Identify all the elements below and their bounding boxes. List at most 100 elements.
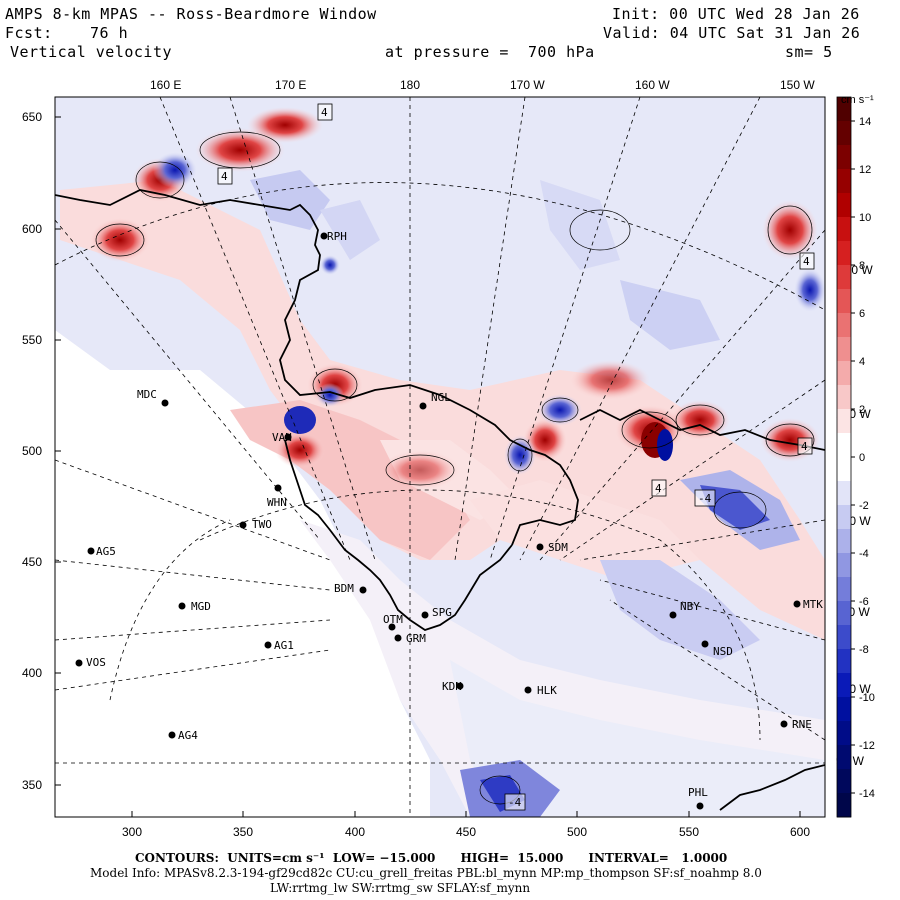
station-label-otm: OTM	[383, 613, 403, 626]
x-tick-label: 350	[233, 825, 253, 839]
colorbar-swatch	[837, 409, 851, 434]
colorbar-label: -14	[859, 788, 875, 800]
field-name: Vertical velocity	[10, 43, 173, 61]
y-tick-label: 650	[22, 110, 42, 124]
station-labels: MDC NGL WHN TWO SDM AG5 BDM MGD NBY MTK OTM SPG GRM A…	[86, 230, 823, 799]
colorbar-units: cm s⁻¹	[841, 94, 874, 106]
station-label-sdm: SDM	[548, 541, 568, 554]
extremum-label: -4	[698, 492, 712, 505]
longitude-label: 160 E	[150, 78, 181, 92]
colorbar-label: 2	[859, 404, 865, 416]
colorbar-swatch	[837, 529, 851, 554]
colorbar-swatch	[837, 241, 851, 266]
colorbar-label: 0	[859, 452, 865, 464]
y-axis-ticks: 650 600 550 500 450 400 350	[22, 110, 61, 792]
colorbar-swatch	[837, 505, 851, 530]
pressure-level: at pressure = 700 hPa	[385, 43, 595, 61]
station-label-phl: PHL	[688, 786, 708, 799]
colorbar-swatch	[837, 289, 851, 314]
station-label-van: VAN	[272, 431, 292, 444]
contour-info: CONTOURS: UNITS=cm s⁻¹ LOW= −15.000 HIGH…	[135, 851, 728, 865]
colorbar-label: -8	[859, 644, 869, 656]
colorbar-swatch	[837, 601, 851, 626]
init-time: Init: 00 UTC Wed 28 Jan 26	[612, 5, 860, 23]
station-label-spg: SPG	[432, 606, 452, 619]
forecast-label: Fcst:	[5, 24, 53, 42]
smoothing: sm= 5	[785, 43, 833, 61]
station-label-ag5: AG5	[96, 545, 116, 558]
x-tick-label: 600	[790, 825, 810, 839]
colorbar-swatch	[837, 433, 851, 458]
colorbar-label: -2	[859, 500, 869, 512]
colorbar-label: -4	[859, 548, 869, 560]
station-label-whn: WHN	[267, 496, 287, 509]
colorbar-swatch	[837, 361, 851, 386]
longitude-label: 160 W	[635, 78, 670, 92]
extremum-label: 4	[801, 440, 808, 453]
colorbar-swatch	[837, 121, 851, 146]
station-label-nsd: NSD	[713, 645, 733, 658]
y-tick-label: 550	[22, 333, 42, 347]
colorbar-swatch	[837, 577, 851, 602]
colorbar-label: 8	[859, 260, 865, 272]
x-tick-label: 400	[345, 825, 365, 839]
longitude-label: 170 W	[510, 78, 545, 92]
y-tick-label: 450	[22, 555, 42, 569]
station-label-kdn: KDN	[442, 680, 462, 693]
extremum-label: 4	[803, 255, 810, 268]
colorbar-swatch	[837, 769, 851, 794]
colorbar-swatch	[837, 553, 851, 578]
station-label-two: TWO	[252, 518, 272, 531]
x-tick-label: 450	[456, 825, 476, 839]
colorbar-swatch	[837, 97, 851, 122]
colorbar-swatch	[837, 169, 851, 194]
extremum-label: 4	[221, 170, 228, 183]
x-tick-label: 300	[122, 825, 142, 839]
colorbar-swatch	[837, 337, 851, 362]
colorbar-label: -6	[859, 596, 869, 608]
colorbar-swatch	[837, 313, 851, 338]
colorbar-label: -10	[859, 692, 875, 704]
extremum-box	[217, 167, 233, 185]
colorbar-swatch	[837, 745, 851, 770]
extremum-markers: 4 4 4 4 4 -4 -4	[217, 103, 815, 811]
valid-time: Valid: 04 UTC Sat 31 Jan 26	[603, 24, 861, 42]
station-label-vos: VOS	[86, 656, 106, 669]
plot-title: AMPS 8-km MPAS -- Ross-Beardmore Window	[5, 5, 377, 23]
colorbar: 14 12 10 8 6 4 2 0 -2 -4 -6 -8 -10 -12 -14	[836, 96, 875, 818]
station-label-nby: NBY	[680, 600, 700, 613]
extremum-label: 4	[655, 482, 662, 495]
colorbar-label: 12	[859, 164, 871, 176]
extremum-box	[504, 793, 526, 811]
colorbar-swatch	[837, 721, 851, 746]
y-tick-label: 500	[22, 444, 42, 458]
colorbar-swatch	[837, 265, 851, 290]
y-tick-label: 600	[22, 222, 42, 236]
station-label-mdc: MDC	[137, 388, 157, 401]
colorbar-swatch	[837, 793, 851, 818]
physics-info: LW:rrtmg_lw SW:rrtmg_sw SFLAY:sf_mynn	[270, 881, 531, 895]
station-label-rne: RNE	[792, 718, 812, 731]
forecast-hours: 76 h	[90, 24, 129, 42]
extremum-box	[317, 103, 333, 121]
x-axis-ticks: 300 350 400 450 500 550 600	[122, 811, 810, 839]
colorbar-swatch	[837, 457, 851, 482]
colorbar-label: -12	[859, 740, 875, 752]
extremum-box	[799, 252, 815, 270]
colorbar-swatch	[837, 481, 851, 506]
station-label-ngl: NGL	[431, 391, 451, 404]
model-info: Model Info: MPASv8.2.3-194-gf29cd82c CU:…	[90, 866, 762, 880]
station-label-ag4: AG4	[178, 729, 198, 742]
extremum-label: -4	[508, 796, 522, 809]
station-label-mgd: MGD	[191, 600, 211, 613]
extremum-box	[797, 437, 813, 455]
colorbar-label: 6	[859, 308, 865, 320]
station-label-rph: RPH	[327, 230, 347, 243]
station-label-mtk: MTK	[803, 598, 823, 611]
extremum-box	[651, 479, 667, 497]
colorbar-swatch	[837, 697, 851, 722]
colorbar-label: 14	[859, 116, 871, 128]
station-label-grm: GRM	[406, 632, 426, 645]
extremum-label: 4	[321, 106, 328, 119]
